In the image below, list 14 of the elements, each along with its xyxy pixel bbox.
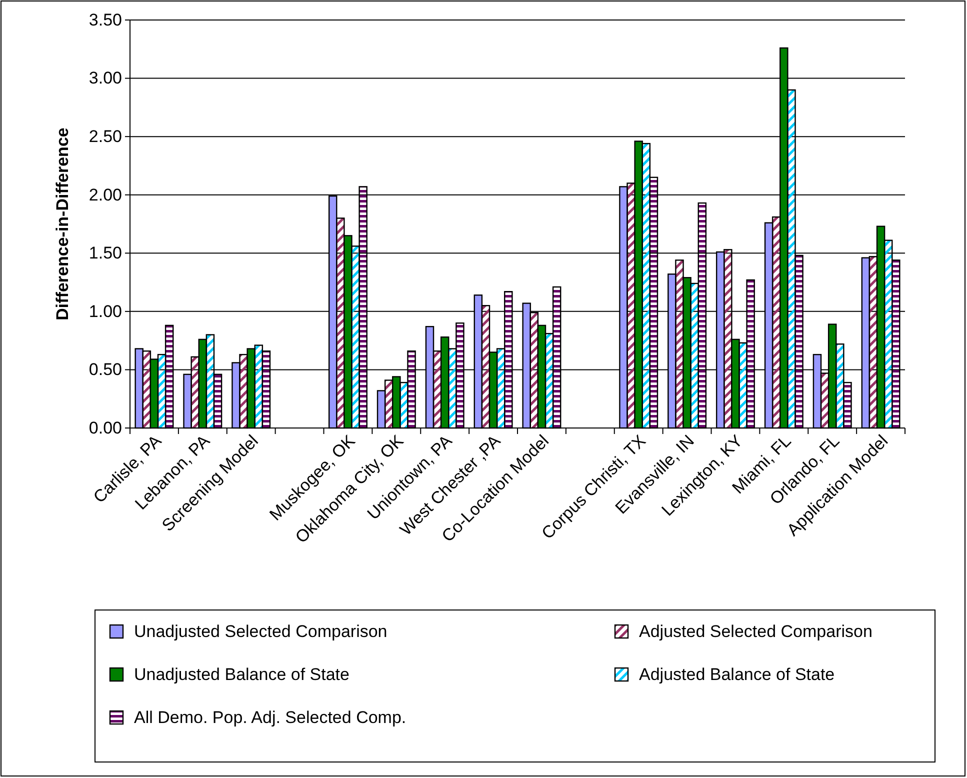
y-axis-title: Difference-in-Difference	[53, 128, 72, 320]
y-tick-label: 0.00	[88, 418, 122, 438]
y-tick-label: 3.00	[88, 68, 122, 88]
y-tick-label: 0.50	[88, 360, 122, 380]
legend-label: Adjusted Balance of State	[639, 665, 835, 684]
legend-label: Unadjusted Selected Comparison	[134, 622, 388, 641]
legend-label: Unadjusted Balance of State	[134, 665, 350, 684]
y-tick-label: 2.50	[88, 127, 122, 146]
legend-label: All Demo. Pop. Adj. Selected Comp.	[134, 708, 406, 727]
y-tick-label: 2.00	[88, 185, 122, 204]
y-tick-label: 1.50	[88, 244, 122, 263]
y-tick-label: 3.50	[88, 10, 122, 30]
legend-label: Adjusted Selected Comparison	[639, 622, 872, 641]
y-tick-label: 1.00	[88, 302, 122, 321]
